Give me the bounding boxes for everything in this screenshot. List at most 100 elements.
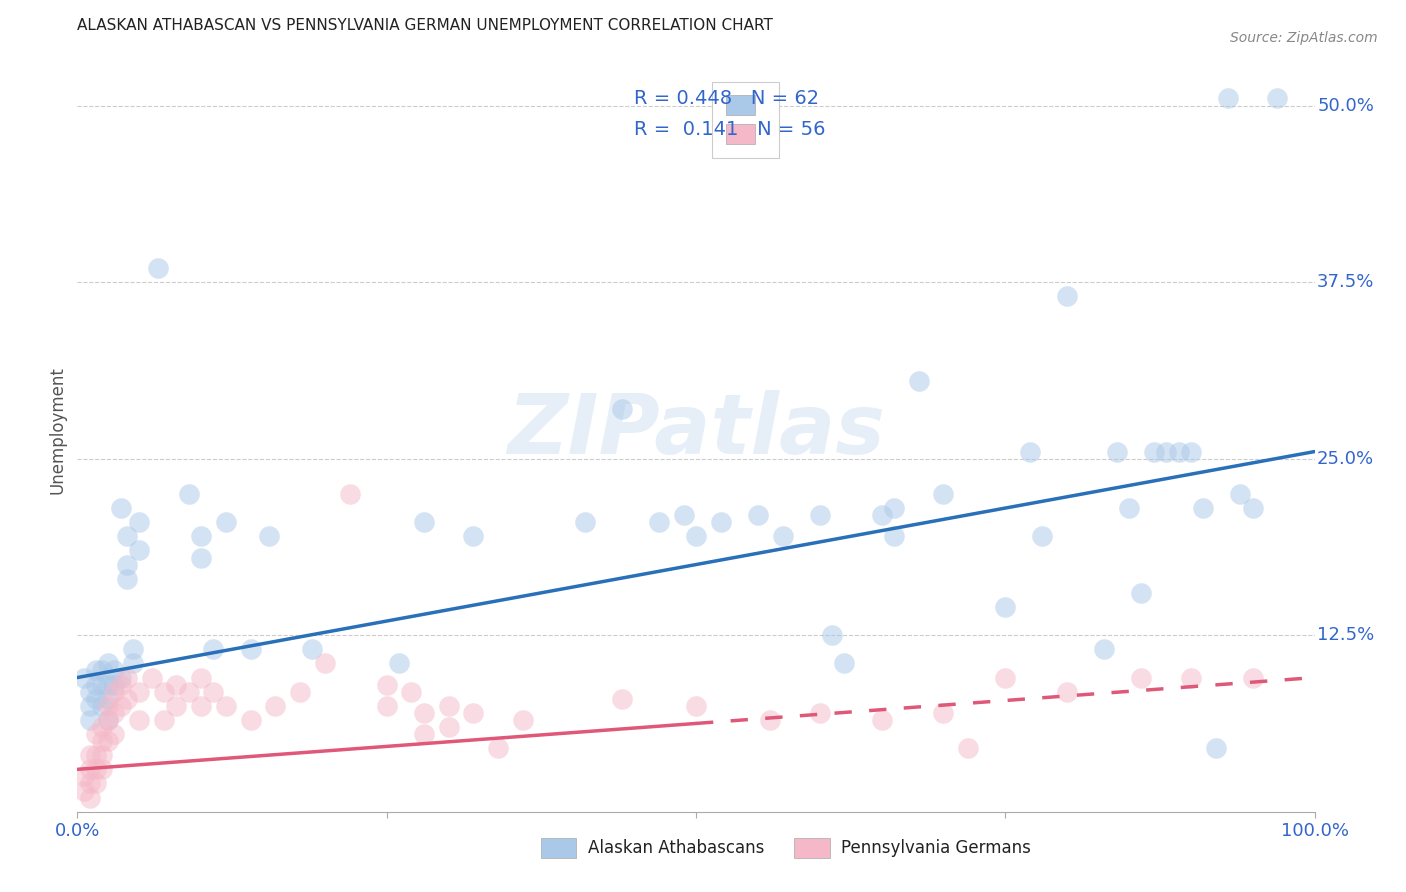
Point — [84, 762, 107, 776]
Point — [91, 664, 114, 678]
Text: 12.5%: 12.5% — [1317, 626, 1374, 644]
Point — [103, 727, 125, 741]
Point — [103, 684, 125, 698]
Point — [1130, 671, 1153, 685]
Point — [190, 671, 212, 685]
Point — [128, 515, 150, 529]
Point — [388, 657, 411, 671]
Point — [883, 529, 905, 543]
Point — [1267, 91, 1289, 105]
Point — [1205, 741, 1227, 756]
Point — [1192, 501, 1215, 516]
Point — [314, 657, 336, 671]
Point — [463, 706, 485, 720]
Point — [821, 628, 844, 642]
Point — [215, 698, 238, 713]
Point — [115, 572, 138, 586]
Point — [110, 698, 132, 713]
Point — [288, 684, 311, 698]
Point — [994, 599, 1017, 614]
Point — [79, 790, 101, 805]
Point — [412, 706, 434, 720]
Point — [97, 657, 120, 671]
Point — [610, 691, 633, 706]
Point — [610, 402, 633, 417]
Point — [808, 706, 831, 720]
Point — [932, 487, 955, 501]
Point — [84, 727, 107, 741]
Point — [759, 713, 782, 727]
Point — [110, 671, 132, 685]
Point — [710, 515, 733, 529]
Point — [91, 698, 114, 713]
Point — [437, 698, 460, 713]
Point — [932, 706, 955, 720]
Point — [97, 698, 120, 713]
Point — [128, 713, 150, 727]
Point — [97, 691, 120, 706]
Point — [103, 678, 125, 692]
Point — [79, 762, 101, 776]
Y-axis label: Unemployment: Unemployment — [48, 367, 66, 494]
Point — [1180, 444, 1202, 458]
Point — [1241, 501, 1264, 516]
Point — [463, 529, 485, 543]
Point — [79, 776, 101, 790]
Point — [339, 487, 361, 501]
Point — [907, 374, 929, 388]
Point — [128, 543, 150, 558]
Point — [72, 783, 94, 797]
Point — [79, 748, 101, 763]
Point — [747, 508, 769, 523]
Point — [834, 657, 856, 671]
Point — [153, 684, 176, 698]
Point — [1031, 529, 1053, 543]
Text: Alaskan Athabascans: Alaskan Athabascans — [588, 839, 763, 857]
Point — [1167, 444, 1189, 458]
Point — [257, 529, 280, 543]
Point — [91, 720, 114, 734]
Point — [110, 501, 132, 516]
Point — [97, 678, 120, 692]
Point — [97, 734, 120, 748]
Point — [1056, 684, 1078, 698]
Text: Source: ZipAtlas.com: Source: ZipAtlas.com — [1230, 31, 1378, 45]
Point — [870, 508, 893, 523]
Point — [412, 727, 434, 741]
Point — [79, 713, 101, 727]
Point — [177, 684, 200, 698]
Point — [190, 550, 212, 565]
Point — [512, 713, 534, 727]
Point — [994, 671, 1017, 685]
Text: Pennsylvania Germans: Pennsylvania Germans — [841, 839, 1031, 857]
Point — [84, 691, 107, 706]
Point — [215, 515, 238, 529]
Point — [103, 664, 125, 678]
Point — [91, 762, 114, 776]
Point — [128, 684, 150, 698]
Text: 25.0%: 25.0% — [1317, 450, 1374, 467]
Point — [808, 508, 831, 523]
Point — [772, 529, 794, 543]
Legend: , : , — [713, 82, 779, 158]
Point — [1118, 501, 1140, 516]
Point — [146, 260, 169, 275]
Point — [141, 671, 163, 685]
Point — [115, 691, 138, 706]
Point — [1019, 444, 1042, 458]
Point — [486, 741, 509, 756]
Point — [1154, 444, 1177, 458]
Point — [177, 487, 200, 501]
Point — [1092, 642, 1115, 657]
Point — [72, 671, 94, 685]
Point — [190, 698, 212, 713]
Point — [84, 664, 107, 678]
Text: R = 0.448   N = 62: R = 0.448 N = 62 — [634, 89, 820, 108]
Point — [957, 741, 980, 756]
Point — [1105, 444, 1128, 458]
Point — [153, 713, 176, 727]
Point — [1180, 671, 1202, 685]
Point — [1229, 487, 1251, 501]
Point — [103, 706, 125, 720]
Point — [375, 678, 398, 692]
